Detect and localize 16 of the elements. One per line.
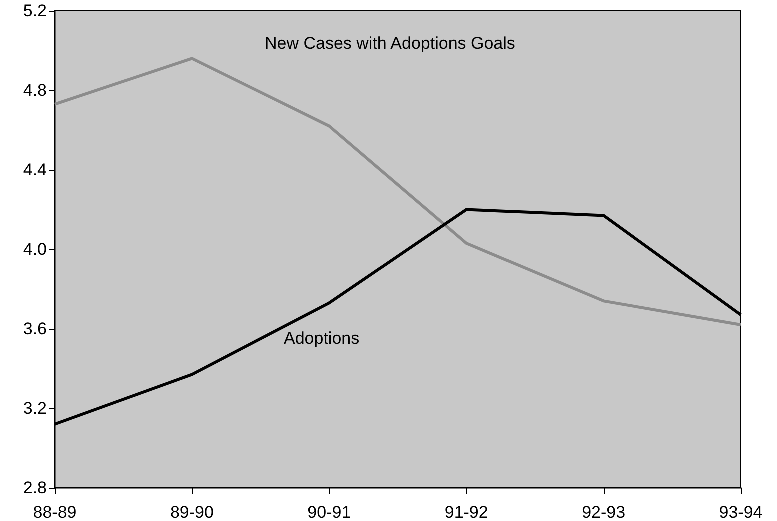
y-tick-label: 5.2: [23, 2, 47, 20]
y-tick-label: 3.6: [23, 320, 47, 338]
y-tick-label: 4.0: [23, 240, 47, 259]
y-tick-label: 4.4: [23, 160, 47, 180]
x-tick-label: 89-90: [170, 503, 214, 521]
x-tick-label: 91-92: [444, 503, 488, 521]
series-label: Adoptions: [284, 329, 360, 348]
line-series: [54, 57, 742, 327]
text: New Cases with Adoptions Goals: [265, 34, 516, 53]
x-tick-label: 90-91: [308, 503, 352, 521]
x-tick-label: 93-94: [719, 503, 763, 521]
x-tick-label: 88-89: [33, 503, 77, 521]
y-tick-label: 2.8: [23, 478, 47, 498]
y-tick-label: 4.8: [23, 81, 47, 100]
y-tick-label: 3.2: [23, 399, 47, 418]
x-tick-label: 92-93: [582, 503, 626, 521]
